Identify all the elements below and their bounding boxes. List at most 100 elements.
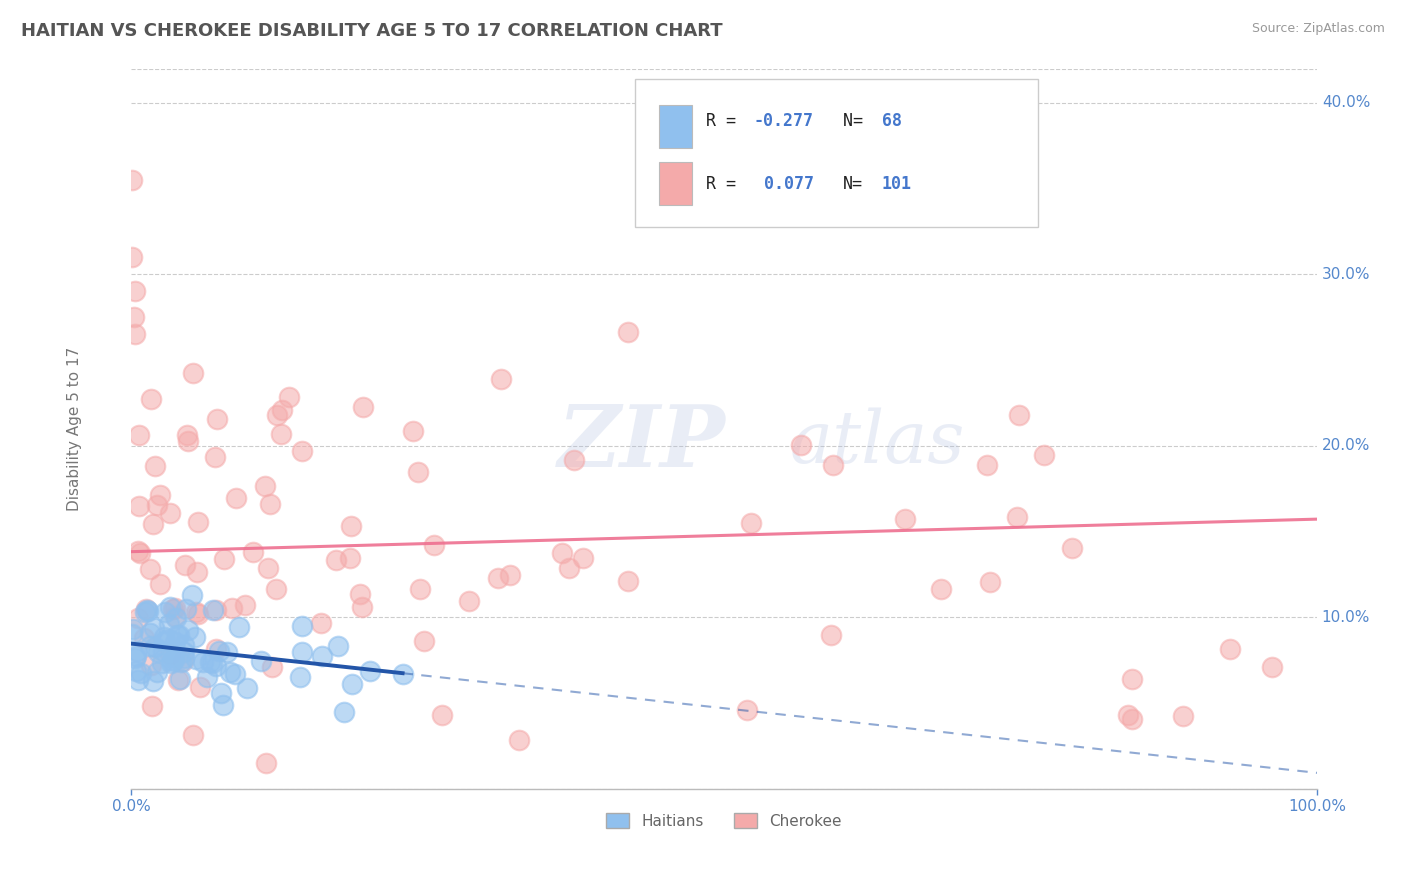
Point <box>617 574 640 588</box>
Point <box>931 582 953 596</box>
Point <box>139 562 162 576</box>
Point <box>139 392 162 406</box>
Point <box>121 250 143 264</box>
Point <box>160 654 183 668</box>
Point <box>169 672 191 686</box>
Point <box>1033 449 1056 463</box>
Point <box>124 651 146 665</box>
Point <box>1261 659 1284 673</box>
Point <box>201 603 224 617</box>
Point <box>562 453 585 467</box>
Point <box>191 655 214 669</box>
Point <box>457 593 479 607</box>
Point <box>249 654 271 668</box>
Point <box>1005 509 1028 524</box>
Point <box>187 607 209 622</box>
Text: N=: N= <box>842 112 873 130</box>
Point <box>236 681 259 696</box>
Point <box>339 551 361 566</box>
Point <box>173 645 195 659</box>
Point <box>122 310 145 324</box>
Point <box>820 628 842 642</box>
Point <box>153 630 176 644</box>
FancyBboxPatch shape <box>659 104 692 148</box>
Text: HAITIAN VS CHEROKEE DISABILITY AGE 5 TO 17 CORRELATION CHART: HAITIAN VS CHEROKEE DISABILITY AGE 5 TO … <box>21 22 723 40</box>
Point <box>205 603 228 617</box>
Point <box>136 603 159 617</box>
Point <box>135 602 157 616</box>
Point <box>142 673 165 688</box>
Point <box>291 619 314 633</box>
Point <box>309 615 332 630</box>
Point <box>224 667 246 681</box>
Text: 10.0%: 10.0% <box>1322 609 1371 624</box>
Point <box>146 645 169 659</box>
Point <box>789 438 811 452</box>
Point <box>159 647 181 661</box>
Point <box>204 659 226 673</box>
Point <box>159 656 181 670</box>
Point <box>127 611 149 625</box>
Point <box>270 402 292 417</box>
Point <box>166 627 188 641</box>
Point <box>979 575 1001 590</box>
Point <box>121 626 143 640</box>
Point <box>205 642 228 657</box>
Point <box>136 604 159 618</box>
Point <box>349 586 371 600</box>
Point <box>1116 708 1139 723</box>
Point <box>149 488 172 502</box>
FancyBboxPatch shape <box>636 79 1039 227</box>
Point <box>291 443 314 458</box>
Point <box>339 519 361 533</box>
Point <box>124 327 146 342</box>
Point <box>1007 409 1029 423</box>
Point <box>211 686 233 700</box>
Point <box>157 617 180 632</box>
Point <box>1219 642 1241 657</box>
Point <box>432 707 454 722</box>
Point <box>121 622 143 636</box>
Point <box>139 658 162 673</box>
Point <box>174 602 197 616</box>
Point <box>333 705 356 719</box>
Point <box>165 608 187 623</box>
Point <box>163 653 186 667</box>
Point <box>139 639 162 653</box>
Point <box>143 640 166 655</box>
Point <box>204 450 226 464</box>
Point <box>150 656 173 670</box>
Point <box>176 427 198 442</box>
Point <box>218 665 240 679</box>
Text: R =: R = <box>706 112 747 130</box>
Point <box>353 400 375 414</box>
Point <box>266 408 288 422</box>
Point <box>167 673 190 688</box>
Point <box>173 558 195 572</box>
Point <box>572 550 595 565</box>
Point <box>242 545 264 559</box>
Text: 101: 101 <box>882 175 911 193</box>
Point <box>153 634 176 648</box>
Point <box>143 458 166 473</box>
Point <box>163 601 186 615</box>
Point <box>152 644 174 658</box>
Point <box>186 566 208 580</box>
Point <box>195 670 218 684</box>
Point <box>264 582 287 596</box>
Point <box>188 680 211 694</box>
Point <box>486 571 509 585</box>
Point <box>221 601 243 615</box>
Point <box>821 458 844 473</box>
Legend: Haitians, Cherokee: Haitians, Cherokee <box>600 806 848 835</box>
Point <box>270 426 292 441</box>
Point <box>165 611 187 625</box>
Point <box>260 660 283 674</box>
Point <box>617 325 640 339</box>
Point <box>352 599 374 614</box>
Point <box>167 628 190 642</box>
Point <box>198 656 221 670</box>
Point <box>128 427 150 442</box>
Point <box>1060 541 1083 555</box>
Point <box>1121 712 1143 726</box>
